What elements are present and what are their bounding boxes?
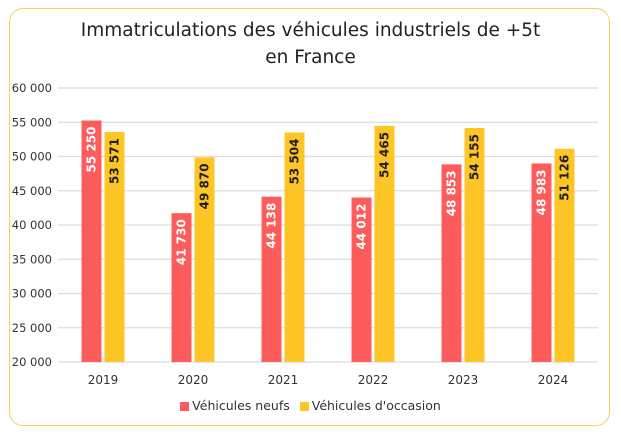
x-tick-label: 2024: [538, 373, 569, 387]
y-tick-label: 60 000: [12, 81, 52, 95]
data-label: 48 853: [445, 170, 459, 216]
chart-title-line-1: Immatriculations des véhicules industrie…: [80, 20, 541, 41]
legend-label: Véhicules neufs: [192, 398, 290, 413]
legend-item-neufs: Véhicules neufs: [180, 398, 290, 413]
bar-neufs: [81, 120, 102, 362]
data-label: 44 012: [355, 204, 369, 250]
x-tick-label: 2021: [268, 373, 299, 387]
data-label: 41 730: [175, 219, 189, 265]
bar-occasion: [464, 128, 485, 362]
bar-neufs: [351, 197, 372, 362]
bar-occasion: [554, 148, 575, 362]
y-tick-label: 50 000: [12, 150, 52, 164]
data-label: 44 138: [265, 203, 279, 249]
bar-neufs: [441, 164, 462, 362]
legend-swatch: [180, 402, 190, 411]
y-tick-label: 40 000: [12, 218, 52, 232]
y-tick-label: 25 000: [12, 321, 52, 335]
x-tick-label: 2020: [178, 373, 209, 387]
legend: Véhicules neufs Véhicules d'occasion: [0, 398, 621, 413]
data-label: 55 250: [85, 127, 99, 173]
data-label: 54 465: [378, 132, 392, 178]
data-label: 48 983: [535, 169, 549, 215]
y-tick-label: 55 000: [12, 115, 52, 129]
legend-item-occasion: Véhicules d'occasion: [299, 398, 441, 413]
x-tick-label: 2019: [88, 373, 119, 387]
bar-neufs: [261, 196, 282, 362]
data-label: 53 571: [108, 138, 122, 184]
legend-swatch: [299, 402, 309, 411]
data-label: 49 870: [198, 163, 212, 209]
y-tick-label: 20 000: [12, 355, 52, 369]
data-label: 53 504: [288, 138, 302, 184]
bar-occasion: [104, 132, 125, 362]
y-tick-label: 45 000: [12, 184, 52, 198]
x-tick-label: 2023: [448, 373, 479, 387]
y-tick-label: 35 000: [12, 252, 52, 266]
x-tick-label: 2022: [358, 373, 389, 387]
chart-frame: [9, 8, 610, 426]
chart-title-line-2: en France: [265, 47, 356, 68]
y-tick-label: 30 000: [12, 287, 52, 301]
bar-neufs: [171, 213, 192, 362]
data-label: 51 126: [558, 155, 572, 201]
bar-occasion: [284, 132, 305, 362]
bar-neufs: [531, 163, 552, 362]
bar-occasion: [374, 125, 395, 362]
bar-occasion: [194, 157, 215, 362]
legend-label: Véhicules d'occasion: [311, 398, 441, 413]
data-label: 54 155: [468, 134, 482, 180]
